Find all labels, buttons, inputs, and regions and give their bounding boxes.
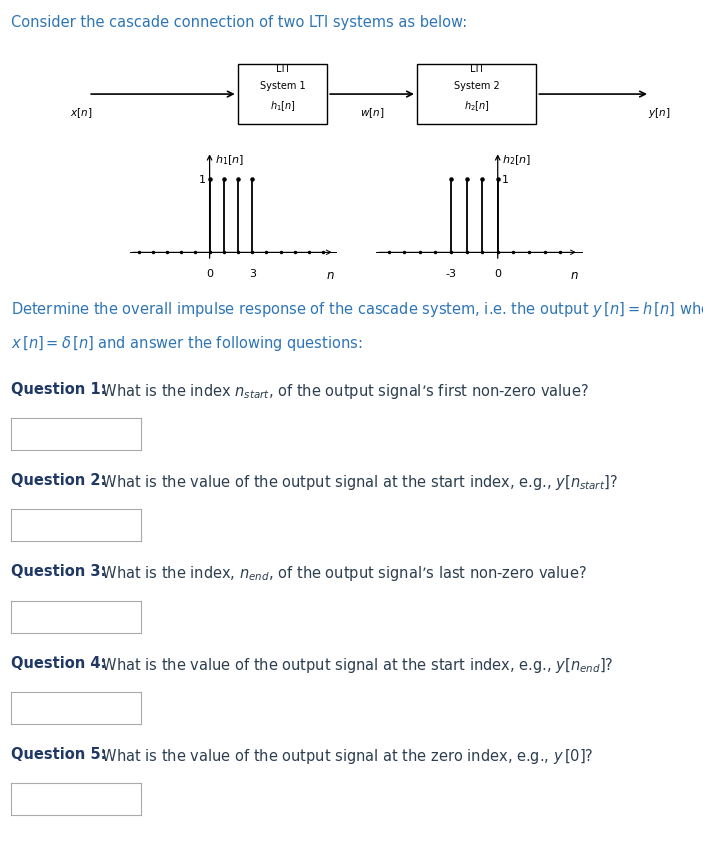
Text: 1: 1 <box>198 175 205 185</box>
Text: $y[n]$: $y[n]$ <box>647 106 670 120</box>
Text: $h_2[n]$: $h_2[n]$ <box>464 100 489 113</box>
Text: $h_1[n]$: $h_1[n]$ <box>215 153 245 166</box>
Text: 0: 0 <box>494 269 501 279</box>
Text: $n$: $n$ <box>326 269 335 282</box>
Text: Consider the cascade connection of two LTI systems as below:: Consider the cascade connection of two L… <box>11 15 467 30</box>
Text: What is the value of the output signal at the start index, e.g., $y\left[n_{star: What is the value of the output signal a… <box>97 473 618 491</box>
Text: Question 2:: Question 2: <box>11 473 106 488</box>
Text: 3: 3 <box>249 269 256 279</box>
Text: Determine the overall impulse response of the cascade system, i.e. the output $y: Determine the overall impulse response o… <box>11 300 703 318</box>
Text: LTI: LTI <box>470 64 483 74</box>
Text: System 2: System 2 <box>453 81 500 91</box>
Text: $h_2[n]$: $h_2[n]$ <box>503 153 531 166</box>
Text: $x\,[n] = \delta\,[n]$ and answer the following questions:: $x\,[n] = \delta\,[n]$ and answer the fo… <box>11 333 362 352</box>
Text: Question 5:: Question 5: <box>11 746 106 761</box>
Text: Question 3:: Question 3: <box>11 564 106 579</box>
Text: What is the index $n_{start}$, of the output signal’s first non-zero value?: What is the index $n_{start}$, of the ou… <box>97 381 589 400</box>
Text: $x[n]$: $x[n]$ <box>70 106 92 120</box>
Text: System 1: System 1 <box>259 81 305 91</box>
Text: $w[n]$: $w[n]$ <box>360 106 385 120</box>
Text: Question 1:: Question 1: <box>11 381 106 397</box>
Text: What is the value of the output signal at the zero index, e.g., $y\,[0]$?: What is the value of the output signal a… <box>97 746 593 765</box>
Text: Question 4:: Question 4: <box>11 655 106 670</box>
Text: $h_1[n]$: $h_1[n]$ <box>269 100 295 113</box>
Text: 1: 1 <box>502 175 509 185</box>
Text: 0: 0 <box>206 269 213 279</box>
FancyBboxPatch shape <box>238 65 328 125</box>
Text: $n$: $n$ <box>570 269 579 282</box>
Text: -3: -3 <box>446 269 456 279</box>
Text: What is the value of the output signal at the start index, e.g., $y\left[n_{end}: What is the value of the output signal a… <box>97 655 614 674</box>
Text: LTI: LTI <box>276 64 289 74</box>
FancyBboxPatch shape <box>417 65 536 125</box>
Text: What is the index, $n_{end}$, of the output signal’s last non-zero value?: What is the index, $n_{end}$, of the out… <box>97 564 587 582</box>
